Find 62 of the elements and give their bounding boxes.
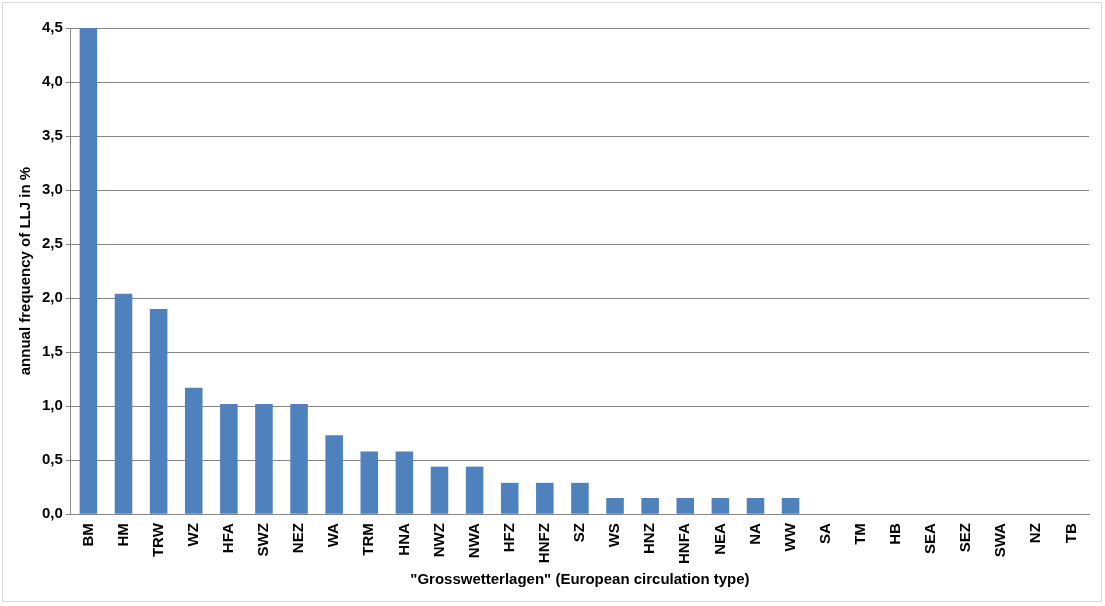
bar bbox=[184, 387, 203, 514]
bar bbox=[571, 482, 589, 514]
bar bbox=[325, 435, 343, 514]
x-tick-label: NWA bbox=[464, 523, 482, 559]
bar bbox=[676, 497, 695, 514]
bar bbox=[536, 482, 554, 514]
x-tick-label: HFA bbox=[218, 523, 236, 554]
x-tick-label: SWA bbox=[991, 523, 1009, 558]
bar bbox=[220, 403, 238, 514]
x-tick-label: WW bbox=[780, 522, 798, 552]
x-tick-label: TB bbox=[1061, 523, 1079, 544]
x-tick-label: NEZ bbox=[289, 523, 307, 554]
y-tick-label: 4,5 bbox=[41, 18, 63, 36]
bar bbox=[641, 497, 659, 514]
x-tick-label: WA bbox=[324, 523, 342, 548]
y-tick-label: 3,5 bbox=[41, 126, 63, 144]
bar bbox=[500, 482, 519, 514]
y-tick-label: 0,0 bbox=[41, 504, 63, 522]
x-tick-label: WS bbox=[605, 523, 623, 548]
x-tick-label: SEA bbox=[921, 523, 939, 555]
bar bbox=[465, 466, 484, 514]
x-tick-label: HNFA bbox=[675, 523, 693, 565]
y-tick-label: 2,0 bbox=[41, 288, 63, 306]
y-tick-label: 3,0 bbox=[41, 180, 63, 198]
x-tick-label: NZ bbox=[1026, 523, 1044, 544]
bar bbox=[360, 451, 379, 514]
x-tick-label: NEA bbox=[710, 523, 728, 555]
x-tick-label: HNA bbox=[394, 523, 412, 556]
bar bbox=[430, 466, 449, 514]
bar bbox=[255, 403, 273, 514]
y-axis-title: annual frequency of LLJ in % bbox=[16, 166, 34, 376]
y-tick-label: 2,5 bbox=[41, 234, 63, 252]
x-tick-label: HNFZ bbox=[534, 523, 552, 564]
x-tick-label: TRW bbox=[148, 522, 166, 558]
y-tick-label: 4,0 bbox=[41, 72, 63, 90]
x-tick-label: WZ bbox=[183, 523, 201, 547]
x-tick-label: NA bbox=[745, 523, 763, 545]
bar bbox=[290, 403, 308, 514]
x-tick-label: TM bbox=[850, 523, 868, 545]
bar bbox=[606, 497, 624, 514]
bar bbox=[781, 497, 800, 514]
bar bbox=[114, 293, 133, 514]
bar bbox=[149, 308, 168, 514]
x-tick-label: SWZ bbox=[254, 523, 272, 557]
bar bbox=[79, 28, 98, 514]
y-tick-label: 1,5 bbox=[41, 342, 63, 360]
x-tick-label: NWZ bbox=[429, 523, 447, 558]
x-tick-label: HNZ bbox=[640, 523, 658, 554]
bar bbox=[746, 497, 765, 514]
x-tick-label: BM bbox=[78, 523, 96, 547]
bar bbox=[711, 497, 730, 514]
x-tick-label: HB bbox=[886, 523, 904, 545]
x-tick-label: HM bbox=[113, 523, 131, 547]
x-tick-label: SZ bbox=[570, 523, 588, 543]
x-tick-label: SA bbox=[815, 523, 833, 545]
x-axis-title: "Grosswetterlagen" (European circulation type) bbox=[410, 570, 750, 588]
bar bbox=[395, 451, 414, 514]
x-tick-label: TRM bbox=[359, 523, 377, 556]
y-tick-label: 1,0 bbox=[41, 396, 63, 414]
x-tick-label: HFZ bbox=[499, 523, 517, 553]
y-tick-label: 0,5 bbox=[41, 450, 63, 468]
x-tick-label: SEZ bbox=[956, 523, 974, 553]
